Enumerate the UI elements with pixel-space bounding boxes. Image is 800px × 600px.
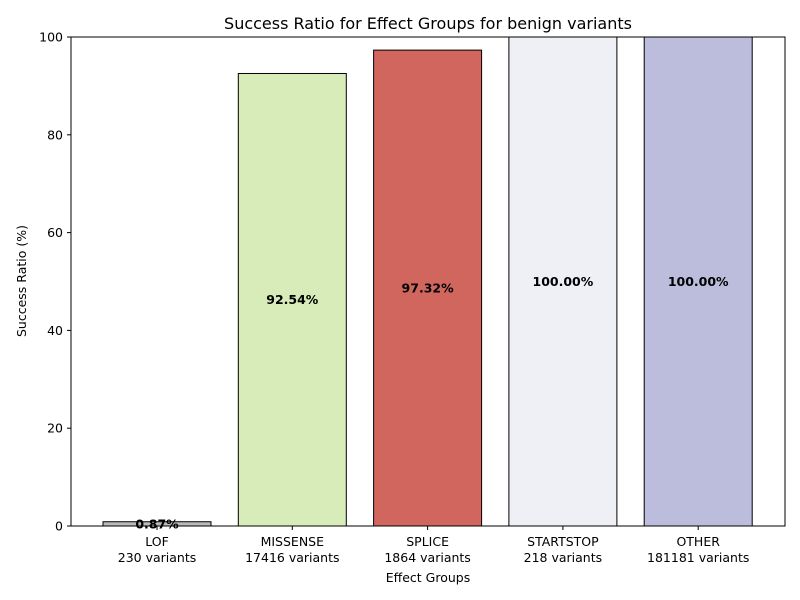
bar-other <box>643 36 753 527</box>
y-tick-label: 0 <box>55 519 63 534</box>
bar-startstop <box>508 36 618 527</box>
y-tick-label: 80 <box>47 127 63 142</box>
bars-layer <box>102 36 753 527</box>
chart-title: Success Ratio for Effect Groups for beni… <box>224 14 632 33</box>
bar-splice <box>373 49 483 527</box>
value-label-splice: 97.32% <box>402 281 455 296</box>
x-tick-count: 17416 variants <box>245 550 339 565</box>
y-tick-label: 60 <box>47 225 63 240</box>
value-label-missense: 92.54% <box>266 292 319 307</box>
value-labels-layer: 0.87% 92.54% 97.32% 100.00% 100.00% <box>135 274 729 531</box>
value-label-other: 100.00% <box>668 274 729 289</box>
x-tick-label: LOF <box>145 534 169 549</box>
x-tick-count: 181181 variants <box>647 550 749 565</box>
bar-missense <box>237 72 347 527</box>
x-tick-count: 230 variants <box>118 550 197 565</box>
x-tick-count: 1864 variants <box>384 550 470 565</box>
x-axis-label: Effect Groups <box>386 570 471 585</box>
x-tick-label: OTHER <box>676 534 720 549</box>
y-tick-label: 100 <box>39 30 63 45</box>
y-axis-label: Success Ratio (%) <box>14 225 29 337</box>
value-label-startstop: 100.00% <box>533 274 594 289</box>
y-axis: 0 20 40 60 80 100 <box>39 30 71 534</box>
y-tick-label: 20 <box>47 421 63 436</box>
y-tick-label: 40 <box>47 323 63 338</box>
x-tick-label: SPLICE <box>406 534 449 549</box>
x-tick-label: MISSENSE <box>261 534 325 549</box>
x-tick-label: STARTSTOP <box>527 534 599 549</box>
value-label-lof: 0.87% <box>135 516 179 531</box>
x-tick-count: 218 variants <box>524 550 603 565</box>
